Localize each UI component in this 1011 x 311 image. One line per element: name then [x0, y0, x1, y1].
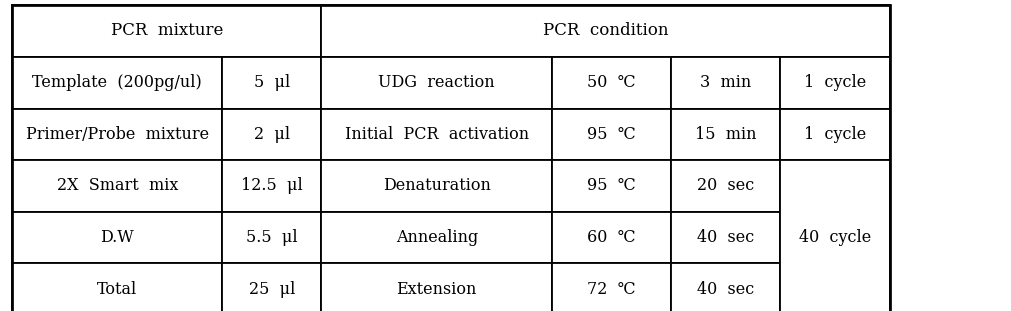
Text: 40  cycle: 40 cycle: [799, 229, 871, 246]
Bar: [321, 263, 552, 311]
Bar: [780, 57, 890, 109]
Text: Annealing: Annealing: [395, 229, 478, 246]
Bar: [12, 109, 222, 160]
Text: 5.5  μl: 5.5 μl: [246, 229, 298, 246]
Text: PCR  mixture: PCR mixture: [110, 22, 223, 39]
Bar: [222, 160, 321, 212]
Text: 50  ℃: 50 ℃: [587, 74, 636, 91]
Text: 72  ℃: 72 ℃: [587, 281, 636, 298]
Bar: [671, 212, 780, 263]
Text: 12.5  μl: 12.5 μl: [241, 178, 303, 194]
Bar: [671, 160, 780, 212]
Text: 60  ℃: 60 ℃: [587, 229, 636, 246]
Text: 2  μl: 2 μl: [254, 126, 290, 143]
Text: 95  ℃: 95 ℃: [587, 178, 636, 194]
Bar: [12, 212, 222, 263]
Bar: [321, 160, 552, 212]
Bar: [671, 57, 780, 109]
Bar: [552, 212, 671, 263]
Bar: [552, 109, 671, 160]
Text: Extension: Extension: [396, 281, 477, 298]
Bar: [552, 57, 671, 109]
Bar: [12, 57, 222, 109]
Bar: [12, 5, 890, 311]
Bar: [222, 57, 321, 109]
Bar: [222, 212, 321, 263]
Text: Template  (200pg/ul): Template (200pg/ul): [32, 74, 202, 91]
Bar: [552, 263, 671, 311]
Text: 5  μl: 5 μl: [254, 74, 290, 91]
Bar: [321, 5, 890, 57]
Text: UDG  reaction: UDG reaction: [378, 74, 495, 91]
Bar: [552, 160, 671, 212]
Bar: [780, 109, 890, 160]
Text: D.W: D.W: [100, 229, 134, 246]
Text: Primer/Probe  mixture: Primer/Probe mixture: [25, 126, 209, 143]
Bar: [12, 5, 321, 57]
Text: 95  ℃: 95 ℃: [587, 126, 636, 143]
Bar: [321, 57, 552, 109]
Text: 1  cycle: 1 cycle: [804, 126, 866, 143]
Bar: [12, 160, 222, 212]
Text: 2X  Smart  mix: 2X Smart mix: [57, 178, 178, 194]
Bar: [12, 263, 222, 311]
Bar: [671, 263, 780, 311]
Text: 20  sec: 20 sec: [698, 178, 754, 194]
Bar: [780, 160, 890, 311]
Text: 25  μl: 25 μl: [249, 281, 295, 298]
Text: Total: Total: [97, 281, 137, 298]
Bar: [321, 109, 552, 160]
Bar: [321, 212, 552, 263]
Text: 40  sec: 40 sec: [698, 229, 754, 246]
Text: Denaturation: Denaturation: [383, 178, 490, 194]
Text: PCR  condition: PCR condition: [543, 22, 668, 39]
Text: 3  min: 3 min: [701, 74, 751, 91]
Bar: [222, 109, 321, 160]
Text: Initial  PCR  activation: Initial PCR activation: [345, 126, 529, 143]
Text: 1  cycle: 1 cycle: [804, 74, 866, 91]
Bar: [222, 263, 321, 311]
Text: 40  sec: 40 sec: [698, 281, 754, 298]
Bar: [671, 109, 780, 160]
Text: 15  min: 15 min: [696, 126, 756, 143]
